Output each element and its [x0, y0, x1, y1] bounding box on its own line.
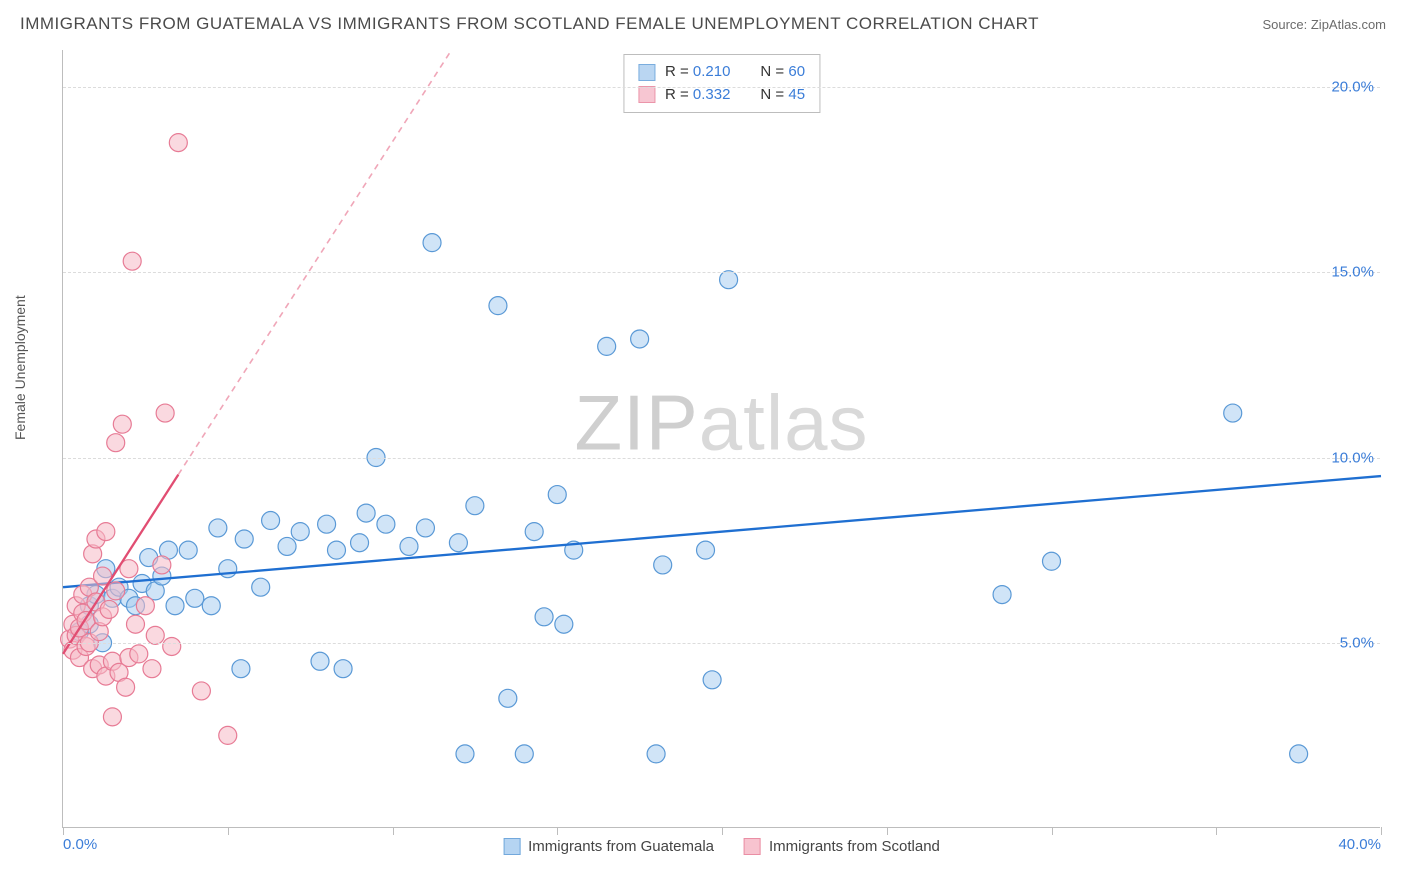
data-point [703, 671, 721, 689]
y-tick-label: 10.0% [1331, 449, 1374, 466]
data-point [100, 600, 118, 618]
data-point [192, 682, 210, 700]
data-point [535, 608, 553, 626]
data-point [1043, 552, 1061, 570]
y-tick-label: 5.0% [1340, 634, 1374, 651]
data-point [97, 523, 115, 541]
trend-line-extrapolated [178, 50, 451, 475]
n-stat: N = 60 [760, 61, 805, 84]
data-point [153, 556, 171, 574]
data-point [291, 523, 309, 541]
data-point [219, 726, 237, 744]
r-stat: R = 0.210 [665, 61, 730, 84]
legend-item: Immigrants from Scotland [744, 838, 940, 855]
data-point [377, 515, 395, 533]
data-point [107, 434, 125, 452]
data-point [1290, 745, 1308, 763]
data-point [107, 582, 125, 600]
data-point [163, 637, 181, 655]
data-point [327, 541, 345, 559]
data-point [146, 626, 164, 644]
data-point [466, 497, 484, 515]
data-point [235, 530, 253, 548]
legend-swatch [638, 64, 655, 81]
data-point [136, 597, 154, 615]
legend-swatch [503, 838, 520, 855]
y-tick-label: 15.0% [1331, 264, 1374, 281]
data-point [113, 415, 131, 433]
data-point [525, 523, 543, 541]
data-point [123, 252, 141, 270]
plot-svg [63, 50, 1380, 827]
data-point [357, 504, 375, 522]
data-point [179, 541, 197, 559]
data-point [156, 404, 174, 422]
chart-container: Female Unemployment ZIPatlas R = 0.210N … [20, 50, 1386, 870]
data-point [555, 615, 573, 633]
data-point [631, 330, 649, 348]
data-point [334, 660, 352, 678]
legend-item: Immigrants from Guatemala [503, 838, 714, 855]
plot-area: ZIPatlas R = 0.210N = 60R = 0.332N = 45 … [62, 50, 1380, 828]
data-point [449, 534, 467, 552]
legend-row: R = 0.210 N = 60 [638, 61, 805, 84]
data-point [499, 689, 517, 707]
data-point [202, 597, 220, 615]
data-point [351, 534, 369, 552]
data-point [489, 297, 507, 315]
data-point [400, 537, 418, 555]
data-point [720, 271, 738, 289]
x-tick-label: 40.0% [1338, 836, 1381, 853]
data-point [117, 678, 135, 696]
data-point [416, 519, 434, 537]
legend-swatch [638, 86, 655, 103]
data-point [169, 134, 187, 152]
legend-label: Immigrants from Scotland [769, 838, 940, 855]
data-point [278, 537, 296, 555]
data-point [598, 337, 616, 355]
source-label: Source: ZipAtlas.com [1262, 17, 1386, 32]
data-point [1224, 404, 1242, 422]
legend-label: Immigrants from Guatemala [528, 838, 714, 855]
data-point [993, 586, 1011, 604]
data-point [515, 745, 533, 763]
data-point [456, 745, 474, 763]
data-point [548, 486, 566, 504]
data-point [318, 515, 336, 533]
data-point [654, 556, 672, 574]
chart-title: IMMIGRANTS FROM GUATEMALA VS IMMIGRANTS … [20, 14, 1039, 34]
data-point [311, 652, 329, 670]
y-tick-label: 20.0% [1331, 79, 1374, 96]
data-point [143, 660, 161, 678]
trend-line [63, 476, 1381, 587]
data-point [130, 645, 148, 663]
data-point [166, 597, 184, 615]
data-point [186, 589, 204, 607]
x-tick-label: 0.0% [63, 836, 97, 853]
y-axis-label: Female Unemployment [12, 295, 28, 440]
data-point [103, 708, 121, 726]
data-point [262, 512, 280, 530]
data-point [697, 541, 715, 559]
data-point [209, 519, 227, 537]
series-legend: Immigrants from Guatemala Immigrants from… [503, 838, 940, 855]
correlation-legend: R = 0.210N = 60R = 0.332N = 45 [623, 54, 820, 113]
data-point [126, 615, 144, 633]
legend-swatch [744, 838, 761, 855]
data-point [423, 234, 441, 252]
data-point [232, 660, 250, 678]
data-point [647, 745, 665, 763]
data-point [252, 578, 270, 596]
